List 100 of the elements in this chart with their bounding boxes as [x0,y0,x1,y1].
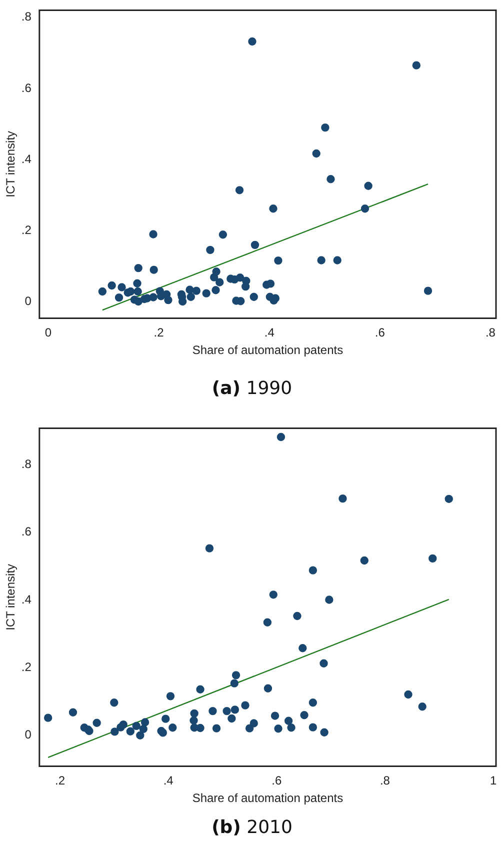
y-tick-label: .4 [21,152,32,166]
point [190,716,198,725]
point [210,273,218,282]
point [317,256,326,264]
point [149,230,158,238]
point [134,264,142,272]
point [274,724,282,733]
point [293,612,302,620]
point [118,283,126,292]
point [206,246,214,254]
point [298,644,307,652]
point [245,724,254,732]
point [212,286,220,294]
point [218,230,228,239]
point [126,727,134,736]
point [263,618,272,627]
point [270,712,280,720]
point [98,287,107,296]
point [216,278,224,286]
point [230,706,240,714]
point [241,701,250,710]
x-tick-label: 1 [490,774,497,788]
y-tick-label: .6 [21,80,32,95]
point [320,659,328,668]
point [320,728,328,736]
x-tick-label: 0 [44,326,52,340]
point [202,289,210,298]
y-tick-label: .6 [21,524,32,539]
point [308,723,318,732]
point [404,690,412,699]
point [325,596,334,604]
point [360,204,370,213]
x-tick-label: .8 [485,326,496,340]
point [139,724,148,734]
x-tick-label: .4 [163,774,174,788]
x-tick-label: .8 [380,774,390,788]
y-tick-label: .4 [21,592,32,606]
x-tick-label: .6 [374,326,386,340]
point [264,684,272,692]
point [68,708,78,717]
point [166,692,175,700]
point [235,186,244,194]
point [250,240,260,250]
point [222,706,231,716]
point [230,679,238,688]
point [308,698,318,707]
text: (b) 2010 [210,816,294,840]
point [108,281,116,290]
x-axis-title: Share of automation patents [192,791,344,806]
point [418,702,426,711]
point [132,722,140,730]
point [228,714,236,723]
y-tick-label: 0 [24,294,32,308]
point [269,590,278,599]
y-axis-title: ICT intensity [4,130,18,198]
point [250,719,258,728]
y-tick-label: .8 [21,10,32,24]
point [190,709,198,718]
point [192,286,200,295]
point [312,149,320,158]
point [149,293,158,302]
x-tick-label: .2 [154,326,164,340]
text: (a) 1990 [210,377,294,401]
point [196,724,204,732]
point [284,716,293,725]
point [274,256,282,265]
point [287,724,296,732]
point [444,494,453,504]
x-tick-label: .2 [54,774,66,788]
x-tick-label: .6 [272,774,282,788]
point [300,711,308,720]
x-axis-title: Share of automation patents [192,343,344,358]
point [269,204,278,213]
point [164,296,172,304]
y-tick-label: 0 [24,728,32,742]
point [196,685,204,694]
point [44,714,52,722]
y-tick-label: .2 [21,660,32,674]
point [110,728,119,736]
point [250,292,258,301]
y-tick-label: .2 [21,223,32,238]
y-tick-label: .8 [21,457,32,472]
point [248,37,256,46]
point [308,566,318,574]
x-tick-label: .4 [264,326,275,340]
point [140,718,150,726]
point [236,274,244,282]
point [119,720,128,729]
point [276,432,286,442]
point [424,286,432,295]
point [150,266,158,274]
point [412,61,420,70]
point [92,718,101,727]
y-axis-title: ICT intensity [4,564,18,630]
point [338,494,347,503]
point [360,556,368,565]
point [232,671,240,680]
point [321,123,330,132]
point [212,724,221,732]
point [168,724,177,732]
